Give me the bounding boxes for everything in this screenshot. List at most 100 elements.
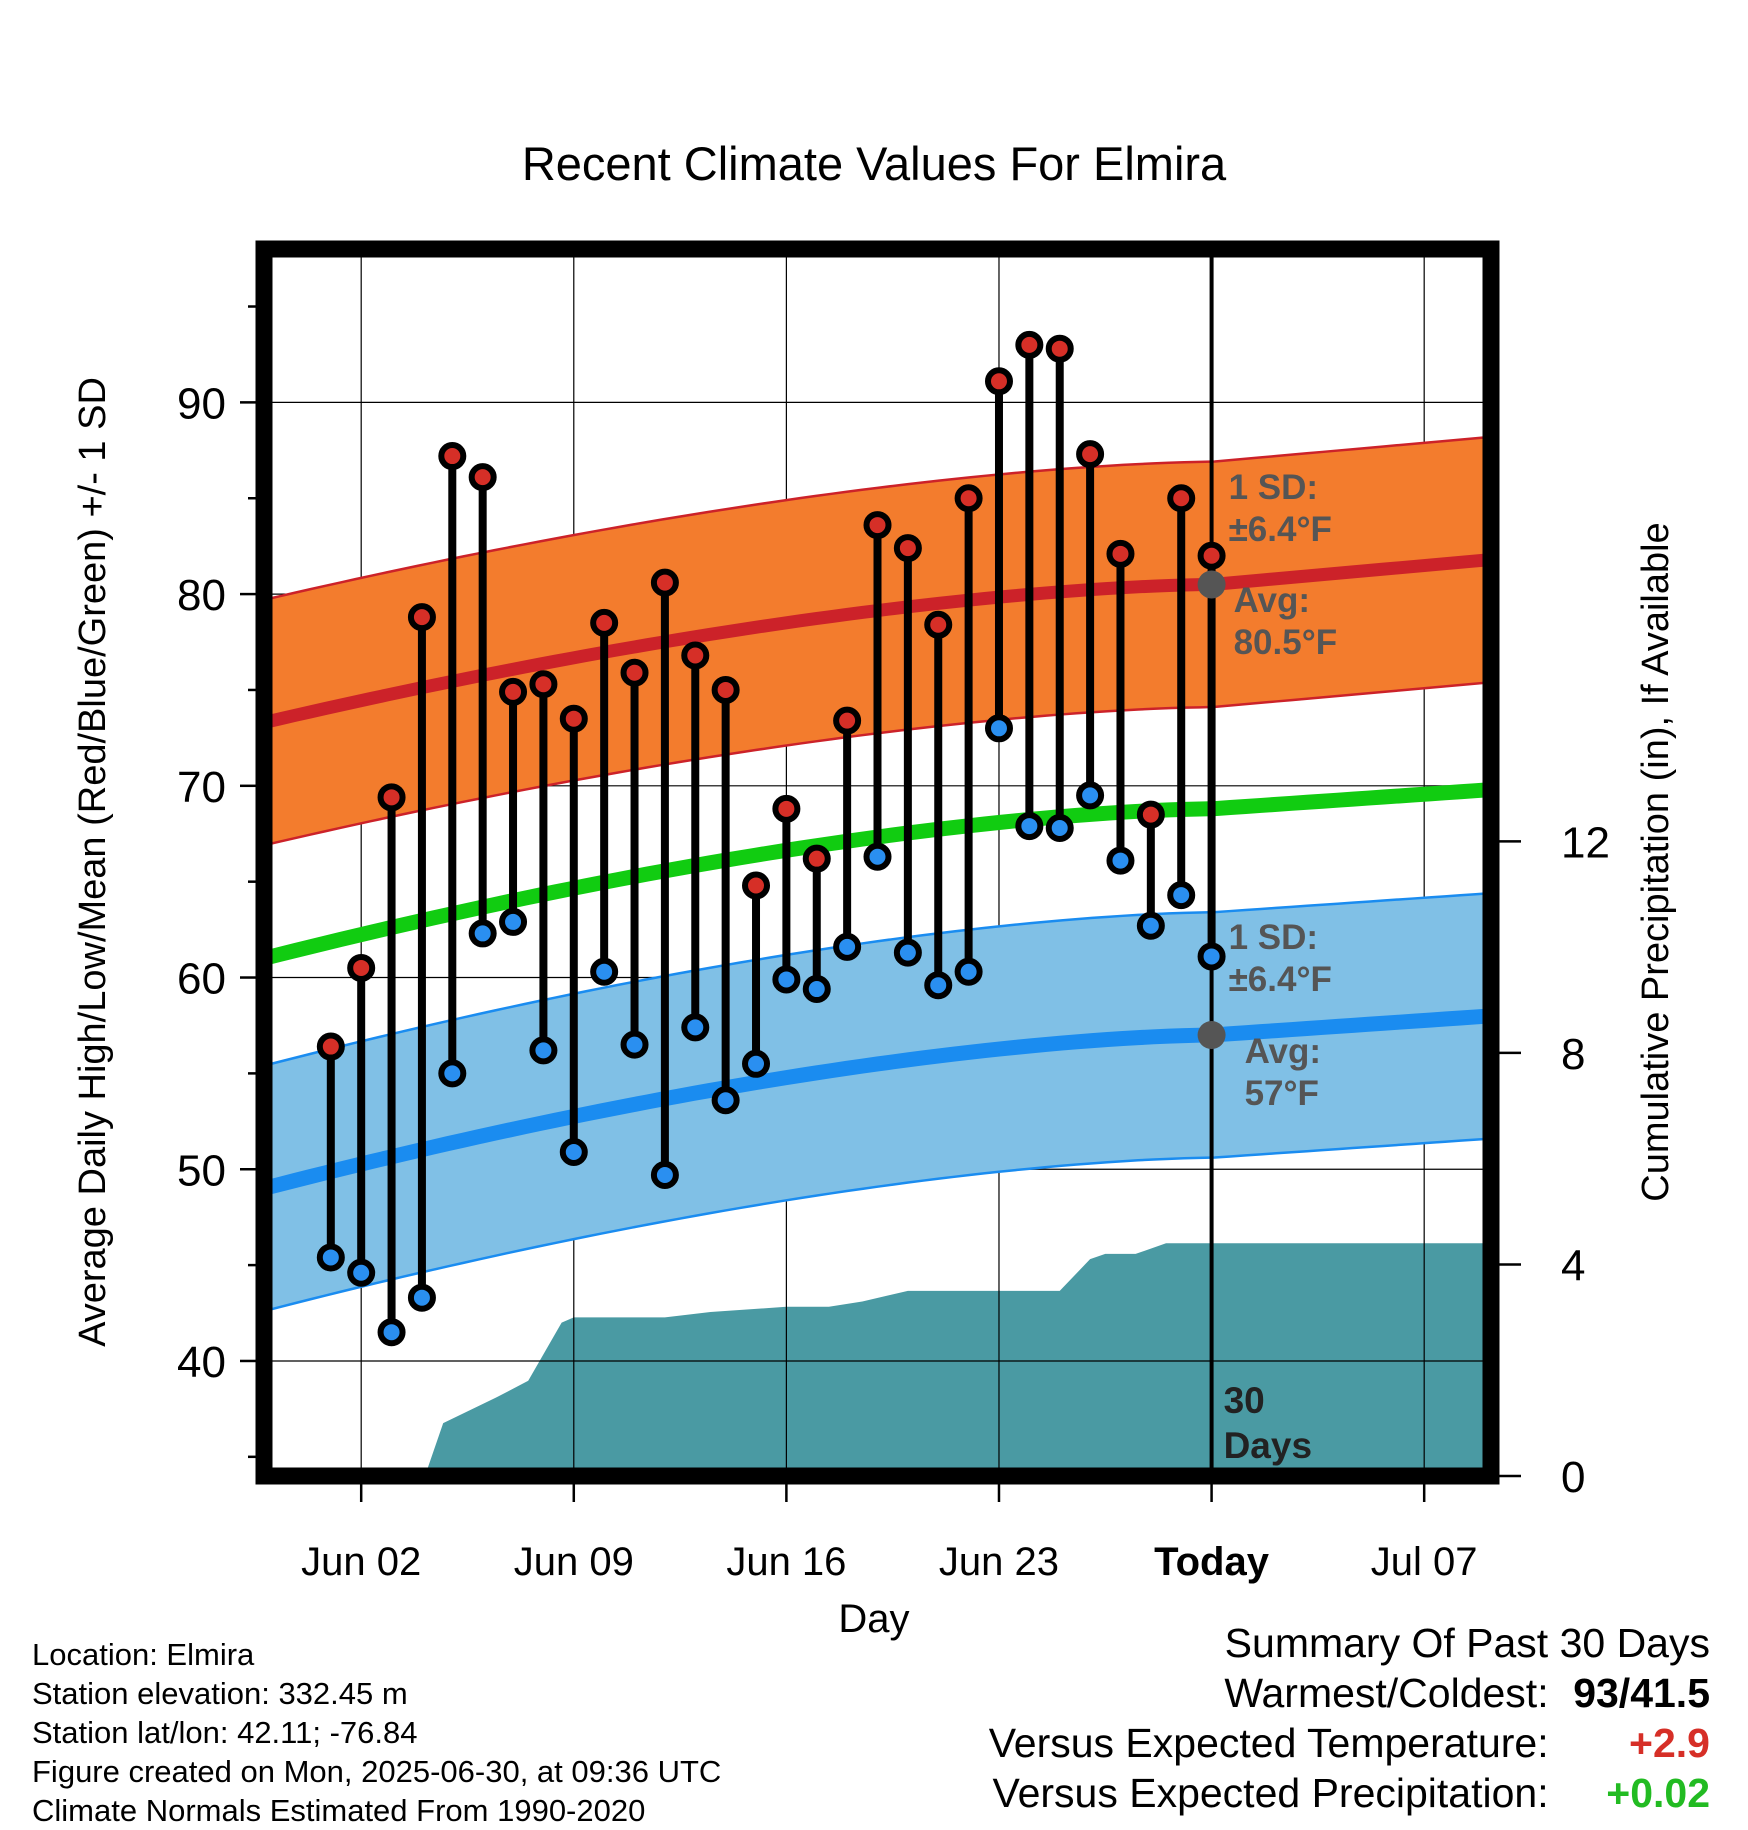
high-temp-point — [711, 675, 740, 704]
low-temp-point — [377, 1318, 406, 1347]
low-sd-label: 1 SD: — [1229, 918, 1318, 957]
summary-warm-cold: Warmest/Coldest: 93/41.5 — [989, 1668, 1710, 1718]
y2-tick-label: 12 — [1561, 818, 1610, 867]
high-temp-point — [954, 484, 983, 513]
y-tick-label: 50 — [177, 1146, 226, 1195]
high-temp-point — [1106, 539, 1135, 568]
y2-tick-label: 4 — [1561, 1241, 1585, 1290]
high-temp-point — [984, 367, 1013, 396]
low-temp-point — [1167, 881, 1196, 910]
low-temp-point — [1136, 911, 1165, 940]
low-temp-point — [1197, 942, 1226, 971]
x-tick-label: Jun 09 — [514, 1540, 634, 1584]
high-temp-point — [1136, 800, 1165, 829]
warm-cold-label: Warmest/Coldest: — [1224, 1670, 1549, 1716]
low-temp-point — [1015, 812, 1044, 841]
high-temp-point — [499, 677, 528, 706]
high-avg-label: Avg: — [1234, 581, 1310, 620]
high-temp-point — [893, 534, 922, 563]
high-temp-point — [833, 706, 862, 735]
high-sd-value: ±6.4°F — [1229, 510, 1332, 549]
low-temp-point — [499, 907, 528, 936]
high-temp-point — [316, 1032, 345, 1061]
high-sd-band-upper-edge — [264, 435, 1491, 602]
low-temp-point — [863, 842, 892, 871]
high-temp-point — [438, 442, 467, 471]
high-temp-point — [742, 871, 771, 900]
summary-title: Summary Of Past 30 Days — [1224, 1620, 1710, 1666]
high-temp-point — [407, 603, 436, 632]
high-temp-point — [924, 610, 953, 639]
low-temp-point — [468, 919, 497, 948]
low-temp-point — [620, 1030, 649, 1059]
high-temp-point — [468, 463, 497, 492]
y-tick-label: 90 — [177, 379, 226, 428]
high-temp-point — [1197, 541, 1226, 570]
y-tick-label: 40 — [177, 1338, 226, 1387]
low-temp-point — [893, 938, 922, 967]
high-avg-value: 80.5°F — [1234, 623, 1338, 662]
low-sd-band-lower-edge — [264, 1137, 1491, 1313]
high-temp-point — [772, 794, 801, 823]
low-temp-point — [1076, 781, 1105, 810]
low-sd-band-upper-edge — [264, 891, 1491, 1067]
chart-title: Recent Climate Values For Elmira — [522, 137, 1227, 190]
low-temp-point — [711, 1086, 740, 1115]
y2-tick-label: 0 — [1561, 1453, 1585, 1502]
low-temp-point — [347, 1258, 376, 1287]
low-temp-point — [1106, 846, 1135, 875]
low-temp-point — [954, 957, 983, 986]
low-temp-point — [802, 975, 831, 1004]
summary-temp: Versus Expected Temperature: +2.9 — [989, 1718, 1710, 1768]
normal-low-line — [264, 1008, 1491, 1196]
y-tick-label: 80 — [177, 571, 226, 620]
low-sd-value: ±6.4°F — [1229, 960, 1332, 999]
y-tick-label: 70 — [177, 763, 226, 812]
low-temp-point — [650, 1161, 679, 1190]
x-tick-label: Today — [1154, 1540, 1270, 1584]
low-temp-point — [559, 1137, 588, 1166]
high-temp-point — [559, 704, 588, 733]
high-sd-label: 1 SD: — [1229, 468, 1318, 507]
y2-axis-label: Cumulative Precipitation (in), If Availa… — [1635, 522, 1677, 1201]
high-temp-point — [377, 783, 406, 812]
station-info: Location: Elmira Station elevation: 332.… — [32, 1635, 721, 1830]
precip-label: Versus Expected Precipitation: — [992, 1770, 1549, 1816]
precip-value: +0.02 — [1606, 1770, 1710, 1816]
y-tick-label: 60 — [177, 955, 226, 1004]
temp-label: Versus Expected Temperature: — [988, 1720, 1549, 1766]
x-tick-label: Jun 02 — [301, 1540, 421, 1584]
low-temp-point — [590, 957, 619, 986]
high-temp-point — [1167, 484, 1196, 513]
low-temp-point — [833, 932, 862, 961]
low-avg-marker — [1197, 1021, 1226, 1050]
y2-tick-label: 8 — [1561, 1030, 1585, 1079]
latlon-text: Station lat/lon: 42.11; -76.84 — [32, 1715, 418, 1750]
elevation-text: Station elevation: 332.45 m — [32, 1676, 408, 1711]
high-temp-point — [1045, 334, 1074, 363]
low-avg-value: 57°F — [1245, 1074, 1319, 1113]
summary-precip: Versus Expected Precipitation: +0.02 — [989, 1768, 1711, 1818]
low-temp-point — [1045, 813, 1074, 842]
warm-cold-value: 93/41.5 — [1573, 1670, 1710, 1716]
precipitation-area — [424, 1243, 1491, 1476]
high-temp-point — [620, 658, 649, 687]
created-text: Figure created on Mon, 2025-06-30, at 09… — [32, 1754, 722, 1789]
summary-panel: Summary Of Past 30 Days Warmest/Coldest:… — [989, 1618, 1710, 1818]
high-temp-point — [1076, 440, 1105, 469]
low-temp-point — [772, 965, 801, 994]
low-avg-label: Avg: — [1245, 1032, 1321, 1071]
low-temp-point — [316, 1243, 345, 1272]
low-temp-point — [529, 1036, 558, 1065]
x-axis-label: Day — [838, 1597, 909, 1641]
low-temp-point — [984, 714, 1013, 743]
high-temp-point — [650, 568, 679, 597]
x-tick-label: Jul 07 — [1371, 1540, 1478, 1584]
x-tick-label: Jun 16 — [726, 1540, 846, 1584]
low-temp-point — [438, 1059, 467, 1088]
location-text: Location: Elmira — [32, 1637, 255, 1672]
today-days-label: 30 — [1224, 1380, 1265, 1421]
